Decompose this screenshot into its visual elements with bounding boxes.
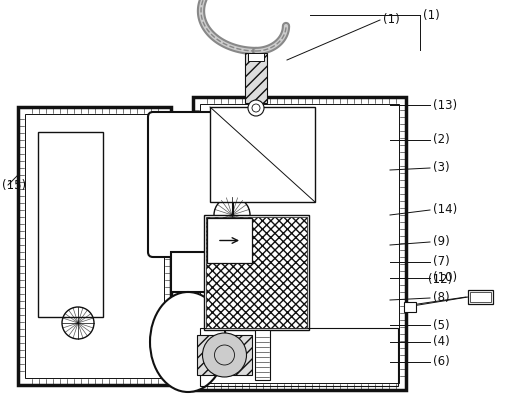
Bar — [204, 215, 309, 330]
Bar — [18, 107, 171, 385]
Text: (1): (1) — [423, 8, 440, 21]
Text: (6): (6) — [433, 355, 450, 368]
Bar — [404, 302, 416, 312]
Bar — [171, 252, 206, 292]
Bar — [255, 330, 270, 380]
Bar — [197, 335, 252, 375]
Text: (3): (3) — [433, 162, 450, 174]
Text: (7): (7) — [433, 256, 450, 268]
Text: (9): (9) — [433, 235, 450, 249]
Bar — [210, 107, 315, 202]
Bar — [207, 218, 252, 263]
FancyBboxPatch shape — [148, 112, 233, 257]
Text: (12): (12) — [428, 274, 452, 287]
Bar — [200, 104, 399, 383]
Bar — [248, 53, 264, 61]
Circle shape — [203, 333, 247, 377]
Bar — [25, 114, 164, 378]
Bar — [245, 53, 267, 103]
Text: (2): (2) — [433, 133, 450, 147]
Bar — [200, 328, 398, 386]
Text: (4): (4) — [433, 336, 450, 349]
Text: (15): (15) — [2, 179, 26, 191]
Bar — [470, 292, 491, 302]
Bar — [468, 290, 493, 304]
Text: (8): (8) — [433, 291, 450, 305]
Text: (1): (1) — [383, 13, 400, 27]
Bar — [206, 217, 307, 328]
Ellipse shape — [150, 292, 226, 392]
Text: (13): (13) — [433, 98, 457, 112]
Bar — [193, 97, 406, 390]
Bar — [38, 132, 103, 317]
Circle shape — [248, 100, 264, 116]
Text: (5): (5) — [433, 318, 450, 332]
Text: (10): (10) — [433, 272, 457, 285]
Text: (14): (14) — [433, 204, 457, 216]
